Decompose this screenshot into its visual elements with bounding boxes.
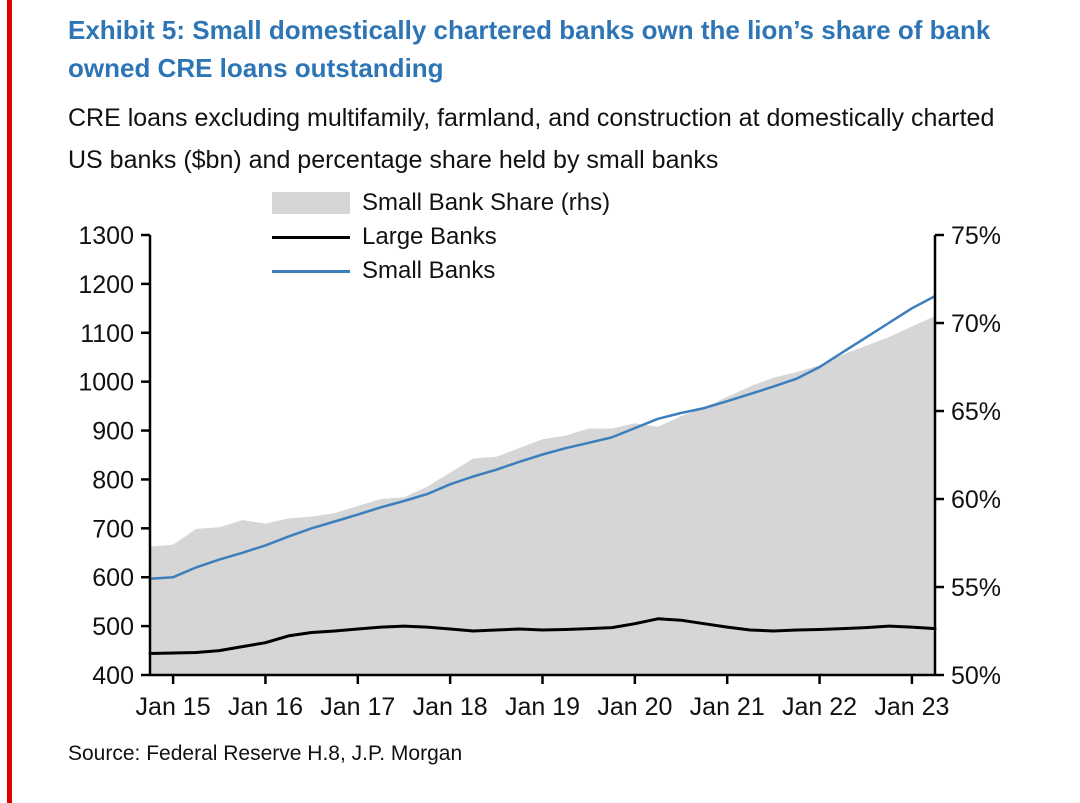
- left-axis-tick-label: 1100: [80, 320, 134, 348]
- left-axis-tick-label: 400: [92, 662, 134, 690]
- chart-legend: Small Bank Share (rhs) Large Banks Small…: [272, 186, 610, 288]
- legend-label-large-banks: Large Banks: [362, 223, 497, 250]
- left-axis-tick-label: 900: [92, 418, 134, 446]
- legend-label-small-banks: Small Banks: [362, 257, 496, 284]
- right-axis-tick-label: 55%: [951, 574, 1001, 602]
- left-axis-tick-label: 600: [92, 564, 134, 592]
- right-axis-tick-label: 65%: [951, 398, 1001, 426]
- blue-line-swatch-icon: [272, 269, 350, 273]
- legend-item-small-banks: Small Banks: [272, 254, 610, 288]
- left-axis-tick-label: 1300: [78, 222, 134, 250]
- left-axis-tick-label: 1200: [78, 271, 134, 299]
- x-axis-tick-label: Jan 20: [597, 693, 672, 721]
- x-axis-tick-label: Jan 21: [690, 693, 765, 721]
- cre-loans-chart-canvas: 400 500 600 700 800 900 1000 1100 1200 1300 50% 55%…: [78, 222, 1001, 721]
- x-axis-tick-label: Jan 22: [782, 693, 857, 721]
- legend-label-small-bank-share: Small Bank Share (rhs): [362, 189, 611, 216]
- left-axis-tick-label: 700: [92, 515, 134, 543]
- x-axis-tick-label: Jan 18: [413, 693, 488, 721]
- right-axis-tick-label: 75%: [951, 222, 1001, 250]
- x-axis-tick-label: Jan 15: [136, 693, 211, 721]
- black-line-swatch-icon: [272, 235, 350, 239]
- chart-area: 400 500 600 700 800 900 1000 1100 1200 1300 50% 55%…: [0, 215, 1080, 775]
- exhibit-subtitle: CRE loans excluding multifamily, farmlan…: [68, 104, 995, 174]
- left-axis-tick-label: 1000: [78, 369, 134, 397]
- small-banks-line: [148, 294, 937, 580]
- x-axis-tick-label: Jan 19: [505, 693, 580, 721]
- legend-item-large-banks: Large Banks: [272, 220, 610, 254]
- exhibit-title: Exhibit 5: Small domestically chartered …: [68, 15, 991, 83]
- right-axis-tick-label: 70%: [951, 310, 1001, 338]
- x-axis-tick-label: Jan 23: [874, 693, 949, 721]
- small-bank-share-area: [150, 316, 935, 675]
- right-axis-tick-label: 50%: [951, 662, 1001, 690]
- large-banks-line: [148, 617, 937, 655]
- red-accent-bar: [7, 0, 12, 803]
- left-axis-tick-label: 800: [92, 466, 134, 494]
- left-axis-tick-label: 500: [92, 613, 134, 641]
- source-note: Source: Federal Reserve H.8, J.P. Morgan: [68, 742, 463, 765]
- right-axis-tick-label: 60%: [951, 486, 1001, 514]
- x-axis-tick-label: Jan 16: [228, 693, 303, 721]
- x-axis-tick-label: Jan 17: [320, 693, 395, 721]
- gray-area-swatch-icon: [272, 192, 350, 214]
- legend-item-small-bank-share: Small Bank Share (rhs): [272, 186, 610, 220]
